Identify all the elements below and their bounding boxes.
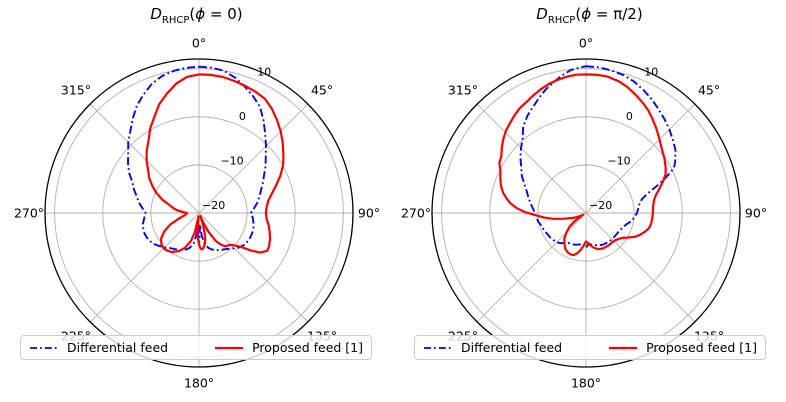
- polar-chart-phi-0: 0°45°90°135°180°225°270°315°100−10−20: [14, 36, 380, 391]
- grid-spoke: [476, 103, 696, 323]
- polar-spine: [431, 58, 741, 368]
- radial-tick-label: 0: [239, 110, 246, 123]
- title-rest: = 0): [205, 5, 243, 23]
- title-phi-symbol: ϕ: [195, 5, 206, 23]
- angle-tick-label: 90°: [358, 206, 380, 221]
- dashdot-line-sample: [30, 346, 58, 349]
- radial-tick-label: 0: [626, 110, 633, 123]
- title-variable: D: [150, 5, 162, 23]
- angle-tick-label: 315°: [61, 82, 91, 97]
- dashdot-line-sample: [424, 346, 452, 349]
- polar-chart-phi-pi-2: 0°45°90°135°180°225°270°315°100−10−20: [401, 36, 767, 391]
- grid-circle: [537, 164, 635, 262]
- angle-tick-label: 315°: [448, 82, 478, 97]
- angle-tick-label: 45°: [311, 82, 333, 97]
- radial-tick-label: −20: [202, 199, 225, 212]
- legend-right: Differential feed Proposed feed [1]: [414, 335, 766, 360]
- chart-title-phi-pi-2: DRHCP(ϕ = π/2): [393, 5, 786, 26]
- radial-tick-label: 10: [257, 66, 271, 79]
- title-rest: = π/2): [591, 5, 643, 23]
- angle-tick-label: 0°: [579, 36, 593, 51]
- angle-tick-label: 180°: [571, 376, 601, 391]
- grid-circle: [150, 164, 248, 262]
- legend-label-proposed-feed: Proposed feed [1]: [252, 340, 363, 355]
- grid-circle: [489, 116, 683, 310]
- solid-line-sample: [215, 346, 244, 349]
- title-phi-symbol: ϕ: [581, 5, 592, 23]
- title-paren: (: [575, 5, 582, 23]
- radial-tick-label: −10: [220, 155, 243, 168]
- radial-tick-label: −10: [607, 155, 630, 168]
- angle-tick-label: 270°: [14, 206, 44, 221]
- angle-tick-label: 180°: [184, 376, 214, 391]
- legend-label-proposed-feed: Proposed feed [1]: [646, 340, 757, 355]
- radial-tick-label: 10: [644, 66, 658, 79]
- title-subscript: RHCP: [161, 15, 190, 26]
- legend-item-differential-feed: Differential feed: [29, 340, 168, 355]
- legend-item-proposed-feed: Proposed feed [1]: [214, 340, 363, 355]
- angle-tick-label: 90°: [745, 206, 767, 221]
- polar-spine: [44, 58, 354, 368]
- radial-tick-label: −20: [589, 199, 612, 212]
- grid-circle: [102, 116, 296, 310]
- series-curve-proposed-feed-1-: [498, 73, 667, 257]
- legend-label-differential-feed: Differential feed: [461, 340, 563, 355]
- legend-left: Differential feed Proposed feed [1]: [20, 335, 372, 360]
- angle-tick-label: 0°: [192, 36, 206, 51]
- grid-spoke: [89, 103, 309, 323]
- legend-item-differential-feed: Differential feed: [423, 340, 562, 355]
- angle-tick-label: 270°: [401, 206, 431, 221]
- solid-line-sample: [609, 346, 638, 349]
- chart-title-phi-0: DRHCP(ϕ = 0): [0, 5, 393, 26]
- title-paren: (: [189, 5, 196, 23]
- legend-item-proposed-feed: Proposed feed [1]: [608, 340, 757, 355]
- series-curve-proposed-feed-1-: [145, 73, 285, 254]
- angle-tick-label: 45°: [698, 82, 720, 97]
- title-variable: D: [536, 5, 548, 23]
- title-subscript: RHCP: [547, 15, 576, 26]
- legend-label-differential-feed: Differential feed: [67, 340, 169, 355]
